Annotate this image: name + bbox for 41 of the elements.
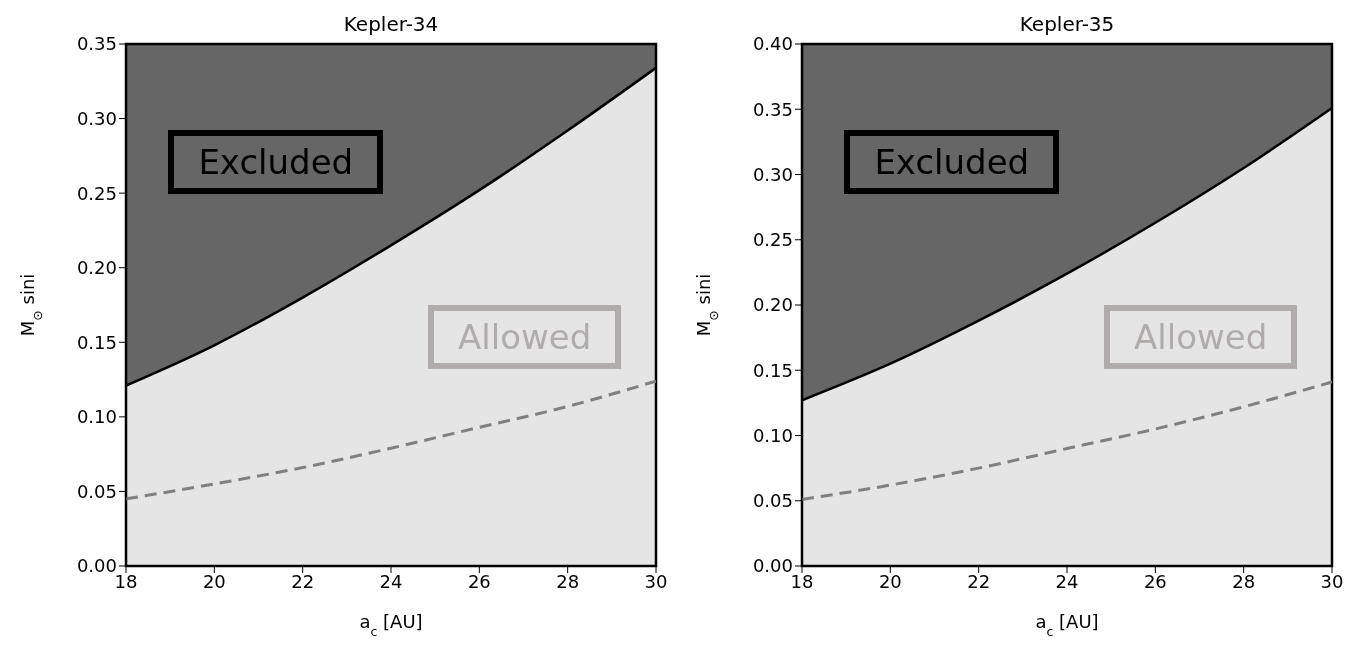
y-tick-label: 0.10 <box>752 424 793 446</box>
x-tick-label: 28 <box>1232 570 1256 592</box>
y-tick-label: 0.05 <box>76 480 117 502</box>
y-tick-label: 0.25 <box>76 182 117 204</box>
x-tick-label: 28 <box>556 570 580 592</box>
x-tick-label: 20 <box>202 570 226 592</box>
y-tick-label: 0.05 <box>752 490 793 512</box>
annotation: Allowed <box>428 305 622 369</box>
y-tick-label: 0.15 <box>752 359 793 381</box>
x-tick-label: 26 <box>467 570 491 592</box>
y-tick-label: 0.20 <box>752 294 793 316</box>
y-tick-label: 0.35 <box>752 98 793 120</box>
y-tick-label: 0.20 <box>76 257 117 279</box>
x-tick-label: 18 <box>790 570 814 592</box>
y-tick-label: 0.25 <box>752 229 793 251</box>
x-tick-label: 24 <box>379 570 403 592</box>
x-tick-label: 18 <box>114 570 138 592</box>
y-tick-label: 0.00 <box>752 555 793 577</box>
y-tick-label: 0.35 <box>76 33 117 55</box>
x-tick-label: 24 <box>1055 570 1079 592</box>
line-series <box>802 380 1332 501</box>
x-tick-label: 22 <box>291 570 315 592</box>
x-tick-label: 22 <box>967 570 991 592</box>
line-series <box>126 379 656 501</box>
x-tick-label: 30 <box>644 570 668 592</box>
x-tick-label: 26 <box>1143 570 1167 592</box>
y-tick-label: 0.30 <box>752 163 793 185</box>
chart-title: Kepler-35 <box>1018 12 1116 36</box>
y-tick-label: 0.30 <box>76 107 117 129</box>
x-axis-title: a$_{c}$ [AU] <box>359 611 423 639</box>
annotation: Excluded <box>168 130 384 195</box>
x-tick-label: 30 <box>1320 570 1344 592</box>
chart-title: Kepler-34 <box>342 12 440 36</box>
y-tick-label: 0.40 <box>752 33 793 55</box>
x-tick-label: 20 <box>878 570 902 592</box>
y-tick-label: 0.15 <box>76 331 117 353</box>
y-tick-label: 0.00 <box>76 555 117 577</box>
x-axis-title: a$_{c}$ [AU] <box>1035 611 1099 639</box>
annotation: Excluded <box>844 130 1060 195</box>
y-tick-label: 0.10 <box>76 406 117 428</box>
annotation: Allowed <box>1104 305 1298 369</box>
